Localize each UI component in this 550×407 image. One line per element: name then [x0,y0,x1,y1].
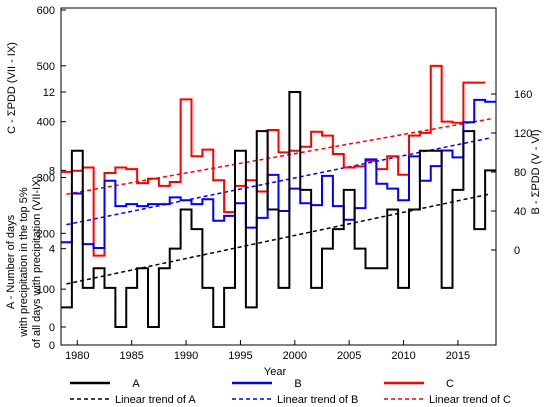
x-axis-title: Year [264,366,287,378]
a-axis-title-line: with precipitation in the top 5% [18,187,30,337]
a-axis-title-line: of all days with precipitation (VII-IX) [31,176,43,348]
b-axis-tick-label: 120 [514,128,532,140]
c-axis-tick-label: 100 [37,284,55,296]
legend-label: A [132,378,140,390]
c-axis-tick-label: 600 [37,5,55,17]
c-axis-tick-label: 400 [37,117,55,129]
series-c-line [61,64,486,257]
b-axis-tick-label: 40 [514,206,526,218]
x-tick-label: 2000 [283,350,307,362]
series-lines [61,64,496,328]
series-a-line [61,91,496,328]
x-tick-label: 2015 [446,350,470,362]
x-tick-label: 1985 [119,350,143,362]
b-axis-tick-label: 0 [514,245,520,257]
a-axis-tick-label: 4 [49,244,55,256]
a-axis-tick-label: 12 [43,87,55,99]
legend-label: Linear trend of C [429,394,511,406]
axes-ticks: 1980 1985 1990 1995 2000 2005 2010 2015 0 100 200 3… [37,5,533,362]
x-tick-label: 1995 [228,350,252,362]
b-axis-title: B - ΣPDD (V - VI) [530,129,542,214]
axis-titles: Year C - ΣPDD (VII - IX) B - ΣPDD (V - VI)… [5,42,542,378]
x-tick-label: 2005 [337,350,361,362]
legend-label: C [446,378,454,390]
plot-frame [60,7,497,346]
b-axis-tick-label: 160 [514,89,532,101]
legend-label: Linear trend of B [277,394,358,406]
a-axis-tick-label: 8 [49,165,55,177]
c-axis-tick-label: 0 [49,340,55,352]
legend-label: Linear trend of A [115,394,196,406]
legend-label: B [294,378,301,390]
c-axis-title: C - ΣPDD (VII - IX) [6,42,18,134]
c-axis-tick-label: 300 [37,173,55,185]
c-axis-tick-label: 200 [37,228,55,240]
c-axis-tick-label: 500 [37,61,55,73]
plot-border [60,7,497,346]
a-axis-title-line: A - Number of days [5,214,17,309]
x-tick-label: 1980 [65,350,89,362]
a-axis-tick-label: 0 [49,322,55,334]
legend: A B C Linear trend of A Linear trend of B Lin… [70,378,511,406]
b-axis-tick-label: 80 [514,167,526,179]
x-tick-label: 2010 [391,350,415,362]
x-tick-label: 1990 [174,350,198,362]
